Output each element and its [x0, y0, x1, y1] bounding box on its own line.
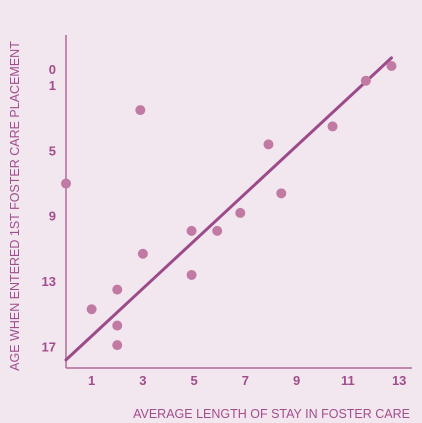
y-tick-label: 13 [42, 274, 56, 289]
data-point [112, 340, 123, 351]
x-tick-label: 11 [341, 373, 355, 388]
data-point [235, 207, 246, 218]
data-points [61, 61, 397, 351]
data-point [112, 320, 123, 331]
y-tick-label: 5 [49, 143, 56, 158]
data-point [61, 178, 71, 189]
data-point [386, 61, 397, 72]
y-tick-label: 17 [42, 339, 56, 354]
data-point [327, 121, 338, 132]
data-point [135, 105, 146, 116]
data-point [186, 225, 197, 236]
y-tick-label: 0 [49, 62, 56, 77]
x-tick-label: 5 [191, 373, 198, 388]
data-point [276, 188, 287, 199]
axes [65, 35, 412, 369]
y-tick-labels: 01 5 9 13 17 [42, 62, 56, 355]
x-tick-label: 7 [242, 373, 249, 388]
data-point [112, 284, 123, 295]
data-point [186, 269, 197, 280]
x-tick-label: 9 [293, 373, 300, 388]
y-tick-label: 9 [49, 209, 56, 224]
data-point [86, 304, 97, 315]
data-point [360, 75, 371, 86]
x-tick-label: 3 [139, 373, 146, 388]
x-tick-labels: 1 3 5 7 9 11 13 [88, 373, 406, 388]
x-tick-label: 13 [392, 373, 406, 388]
y-tick-label: 1 [49, 78, 56, 93]
x-tick-label: 1 [88, 373, 95, 388]
trend-line [64, 56, 393, 362]
data-point [212, 225, 223, 236]
trend-line-group [64, 56, 393, 362]
data-point [263, 139, 274, 150]
data-point [137, 248, 148, 259]
y-axis-title: AGE WHEN ENTERED 1ST FOSTER CARE PLACEME… [8, 41, 22, 371]
x-axis-title: AVERAGE LENGTH OF STAY IN FOSTER CARE [133, 407, 410, 421]
